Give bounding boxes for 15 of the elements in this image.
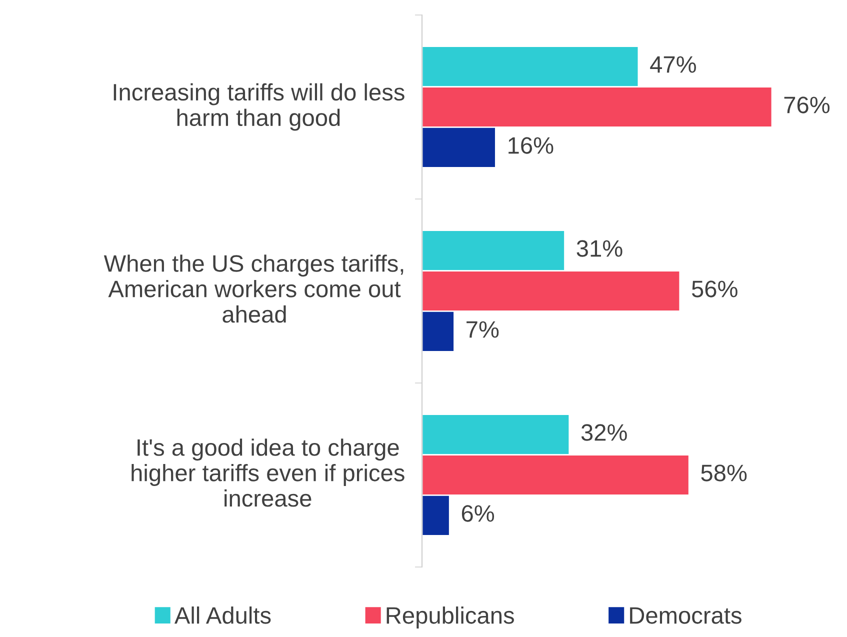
- data-label: 31%: [576, 240, 622, 257]
- data-label: 56%: [692, 280, 738, 298]
- data-label: 47%: [650, 56, 696, 73]
- data-label: 7%: [466, 321, 499, 338]
- legend-label: Democrats: [630, 607, 742, 624]
- data-label: 16%: [508, 137, 554, 154]
- data-label: 76%: [784, 96, 830, 114]
- y-tick-label: Increasing tariffs will do less harm than good: [114, 83, 404, 131]
- y-tick-label: It's a good idea to charge higher tariffs even if prices increase: [132, 438, 404, 507]
- legend-label: All Adults: [174, 606, 271, 624]
- data-label: 32%: [581, 424, 627, 441]
- legend-label: Republicans: [386, 606, 514, 628]
- data-label: 58%: [701, 464, 747, 482]
- y-tick-label: When the US charges tariffs, American workers come out ahead: [104, 254, 404, 323]
- data-label: 6%: [462, 505, 494, 522]
